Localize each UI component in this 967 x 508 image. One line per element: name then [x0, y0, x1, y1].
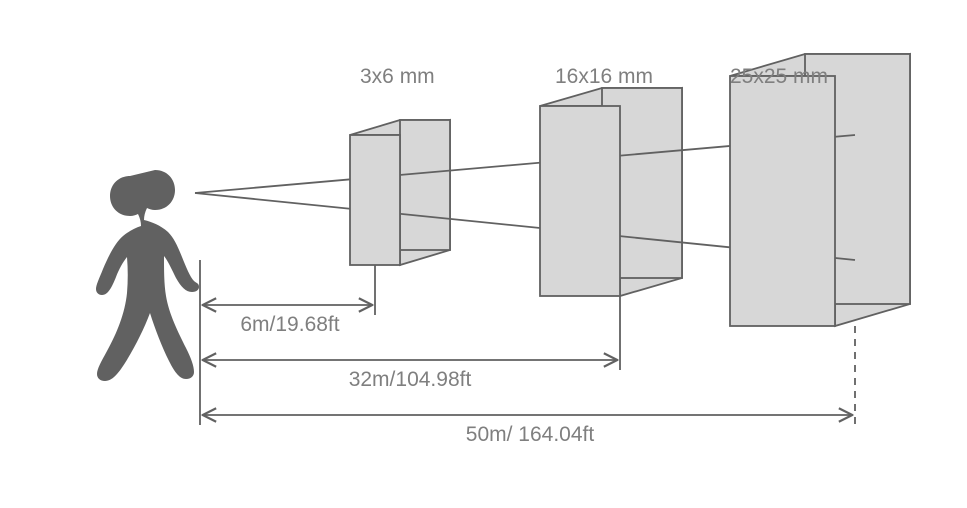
person-icon: [96, 170, 199, 381]
panel-label-p2: 16x16 mm: [555, 65, 653, 88]
distance-diagram: 6m/19.68ft 32m/104.98ft 50m/ 164.04ft 3x6 …: [0, 0, 967, 508]
panel-p2-front: [540, 106, 620, 296]
panel-label-p3: 25x25 mm: [730, 65, 828, 88]
dim-label-d2: 32m/104.98ft: [349, 368, 472, 391]
person-silhouette: [96, 170, 199, 381]
panel-p1-back: [400, 120, 450, 250]
panel-p3-front: [730, 76, 835, 326]
dim-label-d1: 6m/19.68ft: [240, 313, 339, 336]
panel-labels: 3x6 mm 16x16 mm 25x25 mm: [360, 65, 828, 88]
panel-p1-front: [350, 135, 400, 265]
dim-label-d3: 50m/ 164.04ft: [466, 423, 595, 446]
panel-label-p1: 3x6 mm: [360, 65, 435, 88]
